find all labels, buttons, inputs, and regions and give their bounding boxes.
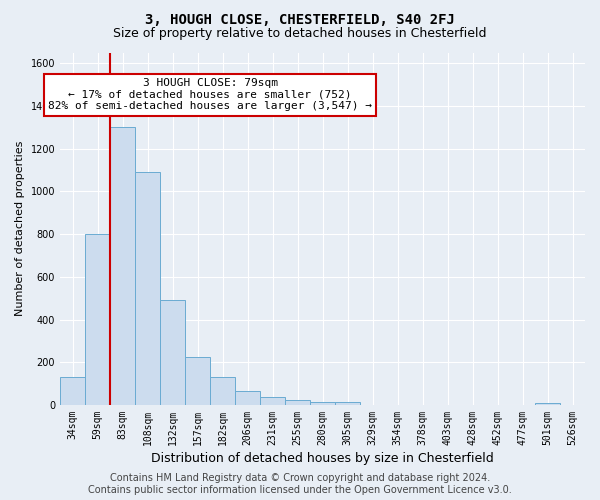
Bar	[310, 402, 335, 405]
Text: 3, HOUGH CLOSE, CHESTERFIELD, S40 2FJ: 3, HOUGH CLOSE, CHESTERFIELD, S40 2FJ	[145, 12, 455, 26]
Bar	[85, 234, 110, 405]
Y-axis label: Number of detached properties: Number of detached properties	[15, 141, 25, 316]
Bar	[235, 391, 260, 405]
Bar	[60, 377, 85, 405]
Bar	[135, 172, 160, 405]
Bar	[210, 377, 235, 405]
Text: 3 HOUGH CLOSE: 79sqm
← 17% of detached houses are smaller (752)
82% of semi-deta: 3 HOUGH CLOSE: 79sqm ← 17% of detached h…	[48, 78, 372, 112]
Bar	[185, 357, 210, 405]
Bar	[535, 403, 560, 405]
Bar	[110, 128, 135, 405]
Bar	[260, 398, 285, 405]
Bar	[335, 402, 360, 405]
Text: Size of property relative to detached houses in Chesterfield: Size of property relative to detached ho…	[113, 28, 487, 40]
Bar	[160, 300, 185, 405]
Bar	[285, 400, 310, 405]
Text: Contains HM Land Registry data © Crown copyright and database right 2024.
Contai: Contains HM Land Registry data © Crown c…	[88, 474, 512, 495]
X-axis label: Distribution of detached houses by size in Chesterfield: Distribution of detached houses by size …	[151, 452, 494, 465]
